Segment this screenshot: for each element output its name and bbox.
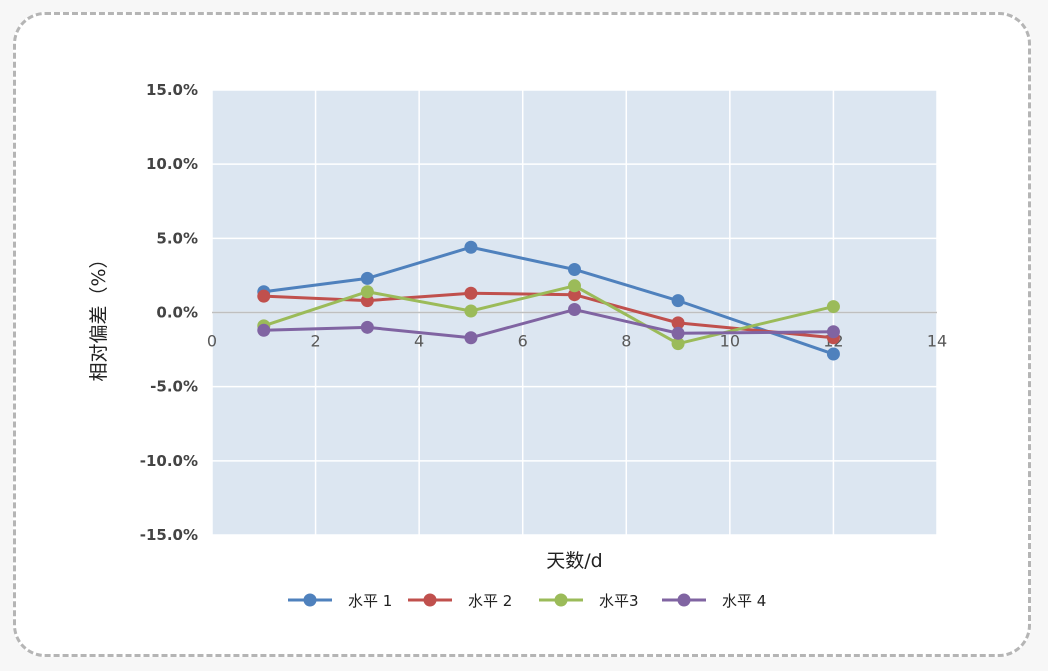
data-point (826, 347, 840, 361)
legend-label: 水平 4 (722, 592, 766, 610)
data-point (671, 337, 685, 351)
legend-marker (677, 593, 691, 607)
x-tick-label: 4 (414, 332, 424, 351)
legend-item: 水平 1 (288, 592, 392, 610)
x-tick-label: 14 (927, 332, 947, 351)
data-point (360, 285, 374, 299)
x-tick-labels: 02468101214 (207, 332, 947, 351)
legend-label: 水平 1 (348, 592, 392, 610)
y-tick-label: 10.0% (146, 155, 198, 173)
y-tick-label: -10.0% (140, 452, 198, 470)
y-tick-labels: 15.0% 10.0% 5.0% 0.0% -5.0% -10.0% -15.0% (140, 81, 198, 544)
y-tick-label: -15.0% (140, 526, 198, 544)
series-line (263, 245, 834, 356)
data-point (360, 320, 374, 334)
y-tick-label: -5.0% (150, 378, 198, 396)
x-tick-label: 10 (720, 332, 740, 351)
data-point (826, 325, 840, 339)
data-point (826, 300, 840, 314)
data-point (257, 289, 271, 303)
data-point (568, 262, 581, 276)
series-group (257, 240, 840, 361)
series-line (263, 284, 834, 346)
data-point (360, 271, 374, 285)
data-point (568, 288, 581, 302)
y-tick-label: 0.0% (156, 304, 198, 322)
legend-marker (554, 593, 568, 607)
data-point (464, 331, 478, 345)
data-point (464, 304, 478, 318)
x-tick-label: 2 (310, 332, 320, 351)
legend-marker (423, 593, 437, 607)
y-tick-label: 15.0% (146, 81, 198, 99)
x-tick-label: 8 (621, 332, 631, 351)
data-point (568, 303, 581, 317)
series-水平3 (257, 279, 840, 351)
data-point (360, 294, 374, 308)
y-tick-label: 5.0% (156, 229, 198, 247)
data-point (671, 326, 685, 340)
legend: 水平 1 水平 2 水平3 水平 4 (288, 592, 766, 610)
x-tick-label: 0 (207, 332, 217, 351)
data-point (464, 240, 478, 254)
legend-item: 水平 4 (662, 592, 766, 610)
data-point (568, 279, 581, 293)
legend-label: 水平3 (599, 592, 639, 610)
data-point (671, 316, 685, 330)
data-point (464, 286, 478, 300)
series-line (263, 308, 834, 340)
y-axis-title: 相对偏差（%） (88, 249, 110, 381)
legend-marker (303, 593, 317, 607)
x-axis-title: 天数/d (546, 550, 602, 572)
data-point (257, 323, 271, 337)
data-point (671, 294, 685, 308)
x-tick-label: 6 (518, 332, 528, 351)
legend-item: 水平 2 (408, 592, 512, 610)
series-line (263, 291, 834, 340)
legend-item: 水平3 (539, 592, 639, 610)
series-水平4 (257, 303, 840, 345)
legend-label: 水平 2 (468, 592, 512, 610)
